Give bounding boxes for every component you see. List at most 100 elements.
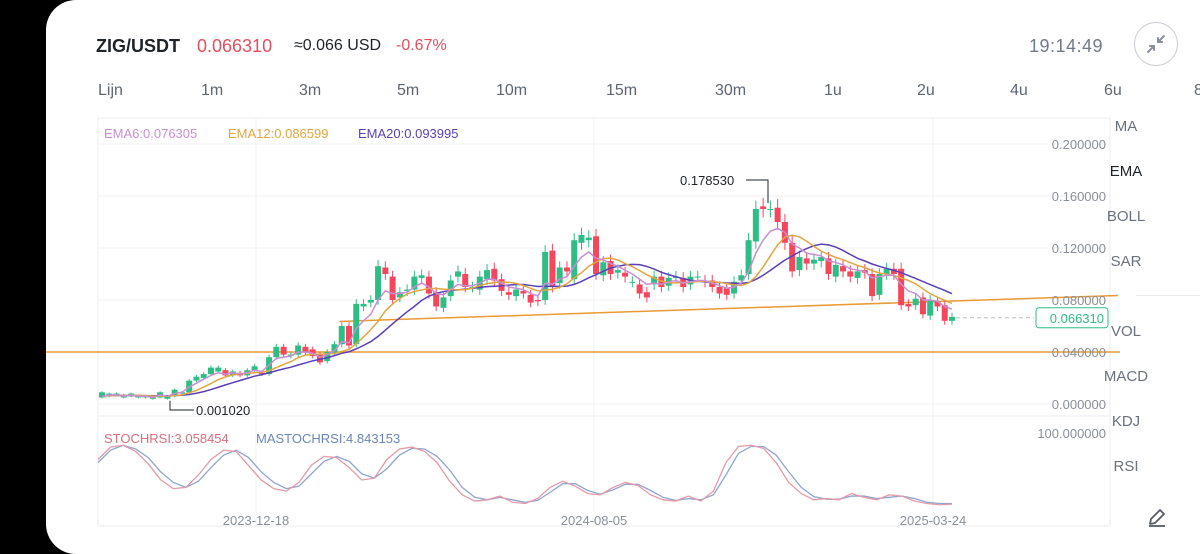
candle-body xyxy=(847,271,854,277)
candle-body xyxy=(454,271,461,277)
interval-2u[interactable]: 2u xyxy=(917,82,935,99)
candle-body xyxy=(418,275,425,278)
candle-body xyxy=(447,280,454,297)
candle-body xyxy=(331,344,338,354)
indicator-boll[interactable]: BOLL xyxy=(1106,208,1146,225)
candle-body xyxy=(360,303,367,307)
indicator-ma[interactable]: MA xyxy=(1114,118,1138,135)
exit-fullscreen-button[interactable] xyxy=(1134,22,1178,66)
candle-body xyxy=(905,303,912,307)
candle-body xyxy=(898,268,905,306)
interval-4u[interactable]: 4u xyxy=(1010,82,1028,99)
last-price-tag: 0.066310 xyxy=(1050,311,1104,326)
clock: 19:14:49 xyxy=(1029,36,1104,56)
legend-stochrsi: STOCHRSI:3.058454 xyxy=(104,431,229,446)
interval-1u[interactable]: 1u xyxy=(824,82,842,99)
candle-body xyxy=(876,274,883,295)
candle-body xyxy=(295,345,302,355)
high-pointer xyxy=(746,179,769,203)
x-tick-label: 2025-03-24 xyxy=(900,513,967,528)
candle-body xyxy=(338,326,345,345)
candle-body xyxy=(854,271,861,278)
candle-body xyxy=(593,236,600,274)
candle-body xyxy=(571,240,578,280)
candle-body xyxy=(890,268,897,274)
chart-labels: EMA6:0.076305 EMA12:0.086599 EMA20:0.09399… xyxy=(104,126,1109,528)
legend-ema6: EMA6:0.076305 xyxy=(104,126,197,141)
candle-body xyxy=(433,292,440,307)
candle-body xyxy=(600,262,607,276)
mastochrsi-line xyxy=(97,444,952,505)
interval-30m[interactable]: 30m xyxy=(715,82,747,99)
candle-body xyxy=(316,354,323,363)
price-change: -0.67% xyxy=(396,37,447,54)
ema-lines xyxy=(101,227,953,399)
candle-body xyxy=(622,272,629,277)
candle-body xyxy=(549,250,556,287)
candle-body xyxy=(869,274,876,297)
candle-body xyxy=(694,276,701,278)
header: ZIG/USDT 0.066310 ≈0.066 USD -0.67% 19:1… xyxy=(46,0,1200,80)
x-tick-label: 2024-08-05 xyxy=(561,513,628,528)
last-price-box xyxy=(1035,307,1109,329)
legend-ema20: EMA20:0.093995 xyxy=(358,126,458,141)
candle-body xyxy=(542,251,549,300)
indicator-ema[interactable]: EMA xyxy=(1109,163,1143,180)
candle-body xyxy=(200,374,207,378)
candle-body xyxy=(840,266,847,272)
legend-mastochrsi: MASTOCHRSI:4.843153 xyxy=(256,431,400,446)
legend-ema12: EMA12:0.086599 xyxy=(228,126,328,141)
candle-body xyxy=(760,206,767,209)
ema20-line xyxy=(101,243,953,397)
interval-3m[interactable]: 3m xyxy=(299,82,322,99)
trendline xyxy=(339,294,1119,323)
candle-body xyxy=(491,268,498,281)
candle-body xyxy=(324,352,331,362)
indicator-rsi[interactable]: RSI xyxy=(1113,458,1139,475)
low-pointer xyxy=(169,400,194,411)
indicator-macd[interactable]: MACD xyxy=(1103,368,1149,385)
candle-body xyxy=(425,276,432,294)
indicator-vol[interactable]: VOL xyxy=(1110,323,1142,340)
candle-body xyxy=(215,367,222,372)
pencil-icon xyxy=(1149,509,1165,527)
candlesticks xyxy=(99,197,955,400)
candle-body xyxy=(389,276,396,300)
candle-body xyxy=(774,207,781,222)
candle-body xyxy=(629,281,636,283)
candle-body xyxy=(527,294,534,303)
candle-body xyxy=(556,267,563,284)
candle-body xyxy=(505,292,512,295)
y-tick-label: 0.040000 xyxy=(1052,345,1106,360)
interval-6u[interactable]: 6u xyxy=(1104,82,1122,99)
candle-body xyxy=(563,267,570,272)
x-tick-label: 2023-12-18 xyxy=(223,513,290,528)
interval-15m[interactable]: 15m xyxy=(606,82,638,99)
interval-10m[interactable]: 10m xyxy=(496,82,528,99)
price-chart[interactable]: EMA6:0.076305 EMA12:0.086599 EMA20:0.09399… xyxy=(46,0,1200,554)
interval-8[interactable]: 8 xyxy=(1194,82,1200,99)
candle-body xyxy=(796,257,803,271)
indicator-kdj[interactable]: KDJ xyxy=(1111,413,1141,430)
chart-card: ZIG/USDT 0.066310 ≈0.066 USD -0.67% 19:1… xyxy=(46,0,1200,554)
candle-body xyxy=(440,297,447,308)
candle-body xyxy=(927,300,934,316)
draw-tool-button[interactable] xyxy=(1146,506,1168,533)
candle-body xyxy=(404,289,411,291)
indicator-sar[interactable]: SAR xyxy=(1110,253,1142,270)
candle-body xyxy=(803,258,810,264)
candle-body xyxy=(614,270,621,273)
candle-body xyxy=(810,259,817,264)
candle-body xyxy=(745,240,752,274)
y-tick-label: 0.080000 xyxy=(1052,293,1106,308)
candle-body xyxy=(222,370,229,376)
interval-1m[interactable]: 1m xyxy=(201,82,224,99)
collapse-arrows-icon xyxy=(1147,35,1165,53)
usd-equivalent: ≈0.066 USD xyxy=(294,37,382,54)
interval-line[interactable]: Lijn xyxy=(98,82,123,99)
candle-body xyxy=(382,267,389,274)
interval-5m[interactable]: 5m xyxy=(397,82,420,99)
candle-body xyxy=(585,237,592,241)
pair-name: ZIG/USDT xyxy=(96,36,180,56)
candle-body xyxy=(280,346,287,355)
